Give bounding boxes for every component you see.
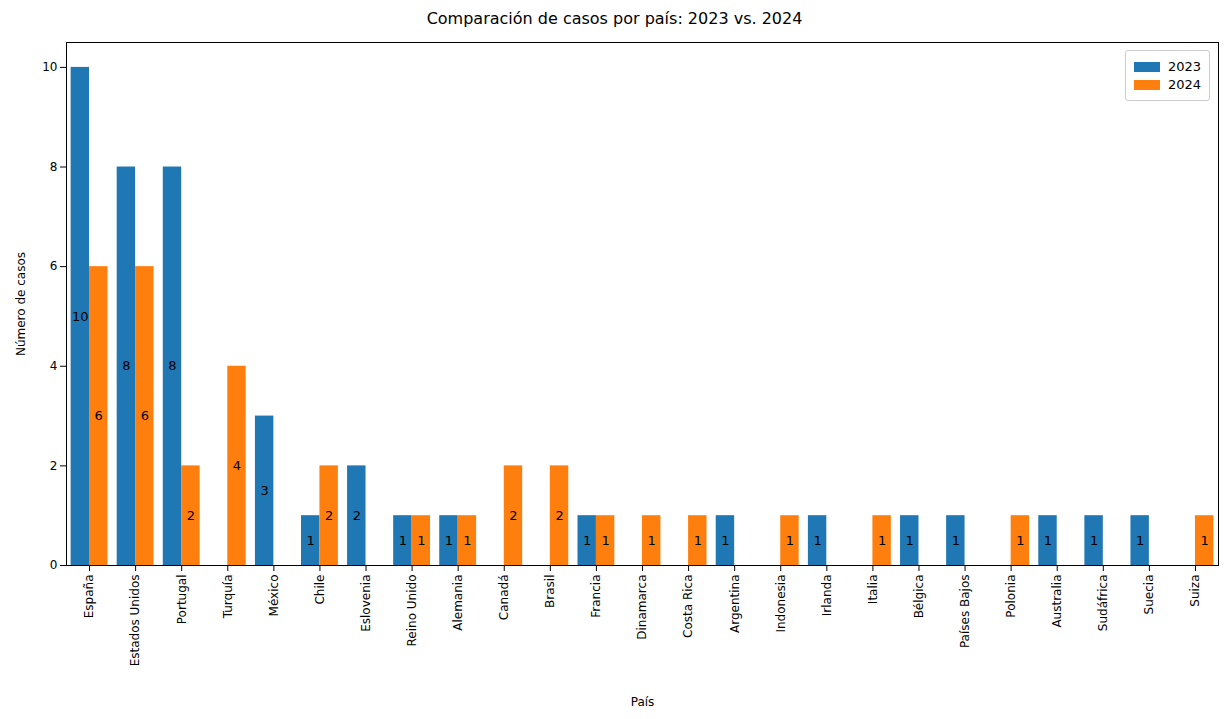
- svg-text:2: 2: [187, 508, 195, 523]
- svg-text:1: 1: [445, 533, 453, 548]
- svg-text:Portugal: Portugal: [175, 575, 189, 625]
- svg-text:Indonesia: Indonesia: [774, 575, 788, 633]
- svg-text:1: 1: [583, 533, 591, 548]
- svg-text:Chile: Chile: [313, 575, 327, 605]
- svg-text:Número de casos: Número de casos: [14, 252, 28, 356]
- svg-text:Reino Unido: Reino Unido: [405, 575, 419, 647]
- svg-text:8: 8: [50, 160, 58, 174]
- svg-text:4: 4: [50, 359, 58, 373]
- svg-text:1: 1: [952, 533, 960, 548]
- svg-text:España: España: [82, 575, 96, 619]
- svg-text:Australia: Australia: [1050, 575, 1064, 628]
- svg-text:Suiza: Suiza: [1188, 575, 1202, 607]
- svg-text:2: 2: [50, 459, 58, 473]
- svg-text:Costa Rica: Costa Rica: [681, 575, 695, 638]
- svg-text:2: 2: [353, 508, 361, 523]
- svg-text:1: 1: [1201, 533, 1209, 548]
- svg-text:México: México: [267, 575, 281, 617]
- html-text:Comparación de casos por país:: Comparación de casos por país: 2023 vs. …: [426, 9, 803, 28]
- svg-text:2: 2: [325, 508, 333, 523]
- svg-text:6: 6: [141, 408, 149, 423]
- svg-text:6: 6: [95, 408, 103, 423]
- svg-text:Sudáfrica: Sudáfrica: [1096, 575, 1110, 632]
- svg-text:1: 1: [601, 533, 609, 548]
- svg-text:2: 2: [555, 508, 563, 523]
- svg-text:1: 1: [1016, 533, 1024, 548]
- svg-text:6: 6: [50, 259, 58, 273]
- svg-text:Dinamarca: Dinamarca: [635, 575, 649, 640]
- svg-text:Eslovenia: Eslovenia: [359, 575, 373, 632]
- svg-text:Bélgica: Bélgica: [912, 575, 926, 619]
- svg-text:Brasil: Brasil: [543, 575, 557, 608]
- svg-text:1: 1: [1136, 533, 1144, 548]
- html-text:2023: 2023: [1167, 59, 1201, 74]
- svg-text:1: 1: [721, 533, 729, 548]
- svg-text:1: 1: [694, 533, 702, 548]
- svg-text:2: 2: [509, 508, 517, 523]
- svg-text:Argentina: Argentina: [728, 575, 742, 634]
- svg-text:Francia: Francia: [589, 575, 603, 618]
- svg-text:4: 4: [233, 458, 241, 473]
- svg-text:1: 1: [906, 533, 914, 548]
- svg-text:Canadá: Canadá: [497, 575, 511, 621]
- svg-text:1: 1: [417, 533, 425, 548]
- svg-text:1: 1: [813, 533, 821, 548]
- svg-text:8: 8: [168, 358, 176, 373]
- svg-text:10: 10: [72, 309, 89, 324]
- svg-text:Polonia: Polonia: [1004, 575, 1018, 618]
- svg-text:10: 10: [42, 60, 57, 74]
- svg-text:Alemania: Alemania: [451, 575, 465, 631]
- svg-text:Estados Unidos: Estados Unidos: [128, 575, 142, 667]
- svg-text:1: 1: [307, 533, 315, 548]
- svg-text:Irlanda: Irlanda: [820, 575, 834, 617]
- svg-text:Suecia: Suecia: [1142, 575, 1156, 615]
- svg-text:1: 1: [786, 533, 794, 548]
- svg-text:1: 1: [648, 533, 656, 548]
- svg-text:Países Bajos: Países Bajos: [958, 575, 972, 649]
- svg-text:1: 1: [878, 533, 886, 548]
- svg-text:0: 0: [50, 558, 58, 572]
- svg-text:1: 1: [463, 533, 471, 548]
- svg-text:1: 1: [399, 533, 407, 548]
- svg-text:1: 1: [1090, 533, 1098, 548]
- svg-text:3: 3: [261, 483, 269, 498]
- svg-text:País: País: [631, 695, 655, 709]
- svg-text:1: 1: [1044, 533, 1052, 548]
- svg-text:8: 8: [122, 358, 130, 373]
- svg-text:Turquía: Turquía: [221, 575, 235, 620]
- svg-text:Italia: Italia: [866, 575, 880, 605]
- html-text:2024: 2024: [1167, 77, 1201, 92]
